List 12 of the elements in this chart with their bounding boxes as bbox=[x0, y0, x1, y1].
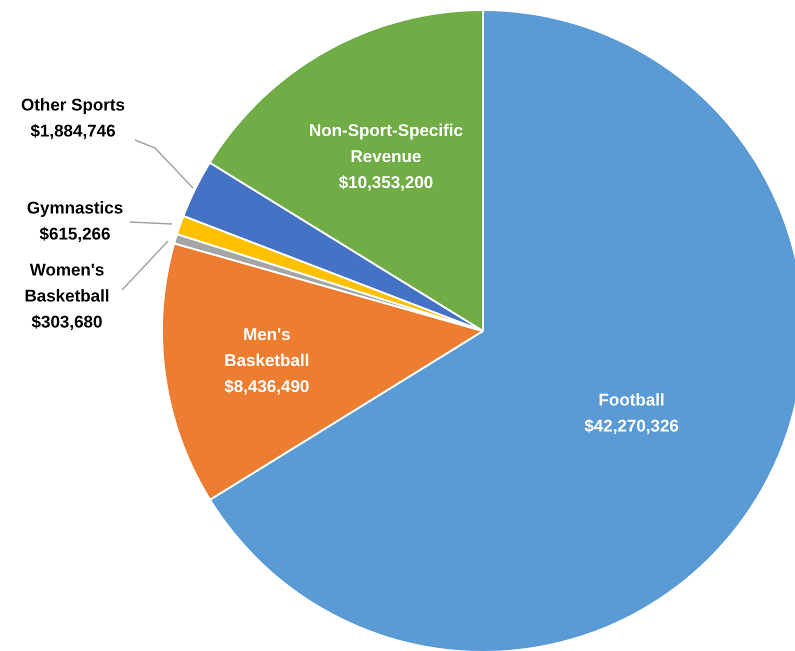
data-label: $8,436,490 bbox=[224, 376, 310, 396]
data-label: $42,270,326 bbox=[584, 416, 679, 436]
slice-label: Other Sports bbox=[21, 96, 125, 115]
slice-label: Football bbox=[598, 390, 665, 410]
slice-label: Non-Sport-Specific Revenue bbox=[308, 120, 463, 166]
data-label: $303,680 bbox=[32, 312, 102, 332]
data-label: $615,266 bbox=[40, 224, 110, 244]
slice-label: Women's Basketball bbox=[24, 260, 110, 306]
slice-label: Gymnastics bbox=[26, 198, 124, 218]
slice-label: Men's Basketball bbox=[224, 324, 310, 370]
data-label: $10,353,200 bbox=[338, 172, 434, 192]
data-label: $1,884,746 bbox=[30, 122, 116, 141]
